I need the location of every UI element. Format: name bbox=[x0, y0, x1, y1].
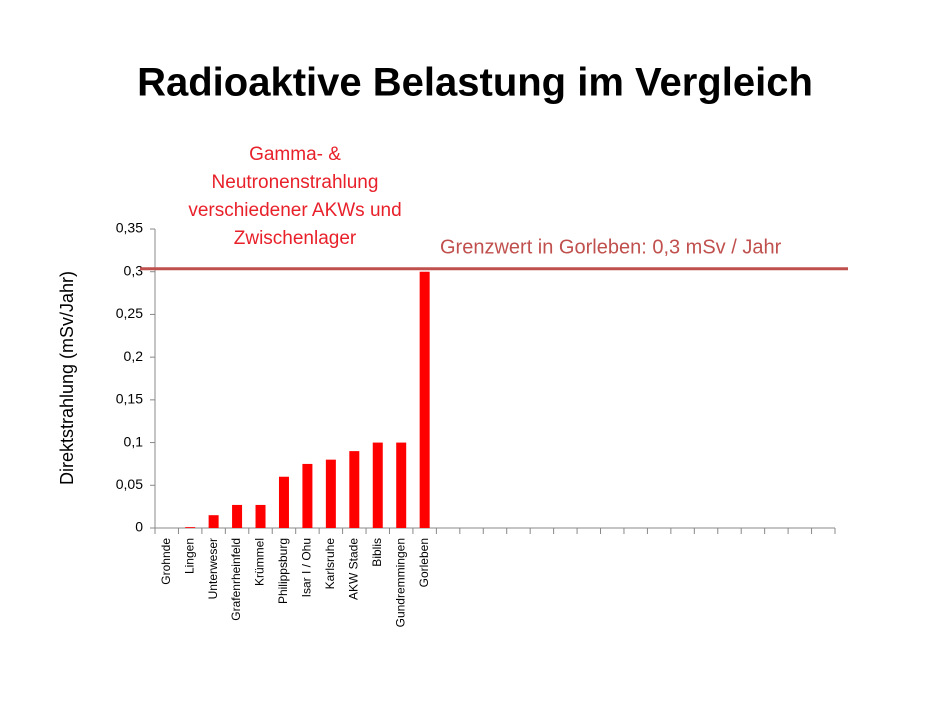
bar bbox=[396, 442, 407, 528]
y-tick-label: 0 bbox=[135, 519, 143, 535]
reference-label: Grenzwert in Gorleben: 0,3 mSv / Jahr bbox=[440, 236, 782, 258]
annotation: Neutronenstrahlung bbox=[212, 172, 379, 193]
x-tick-label: Gundremmingen bbox=[393, 538, 407, 627]
y-tick-label: 0,1 bbox=[124, 433, 144, 449]
bar bbox=[372, 442, 383, 528]
x-tick-label: AKW Stade bbox=[346, 538, 360, 600]
bar bbox=[278, 476, 289, 528]
bar bbox=[325, 459, 336, 528]
x-tick-label: Unterweser bbox=[206, 538, 220, 599]
bar bbox=[208, 515, 219, 528]
x-tick-label: Gorleben bbox=[417, 538, 431, 587]
x-tick-label: Philippsburg bbox=[276, 538, 290, 604]
y-tick-label: 0,3 bbox=[124, 262, 144, 278]
x-tick-label: Grohnde bbox=[159, 538, 173, 585]
bar bbox=[419, 271, 430, 528]
y-axis-label: Direktstrahlung (mSv/Jahr) bbox=[57, 271, 77, 485]
x-tick-label: Krümmel bbox=[253, 538, 267, 586]
y-tick-label: 0,35 bbox=[116, 220, 143, 236]
y-tick-label: 0,2 bbox=[124, 348, 144, 364]
bar bbox=[302, 463, 313, 528]
x-tick-label: Karlsruhe bbox=[323, 538, 337, 590]
chart-title: Radioaktive Belastung im Vergleich bbox=[137, 61, 813, 105]
bar bbox=[255, 504, 266, 528]
x-tick-label: Biblis bbox=[370, 538, 384, 567]
bar bbox=[349, 451, 360, 528]
annotation: Gamma- & bbox=[249, 144, 341, 165]
x-tick-label: Lingen bbox=[182, 538, 196, 574]
y-tick-label: 0,25 bbox=[116, 305, 143, 321]
y-tick-label: 0,05 bbox=[116, 476, 143, 492]
annotation: verschiedener AKWs und bbox=[188, 200, 401, 221]
bar bbox=[232, 504, 243, 528]
bar bbox=[185, 527, 196, 528]
annotation: Zwischenlager bbox=[234, 228, 357, 249]
y-tick-label: 0,15 bbox=[116, 391, 143, 407]
x-tick-label: Isar I / Ohu bbox=[300, 538, 314, 597]
x-tick-label: Grafenrheinfeld bbox=[229, 538, 243, 621]
